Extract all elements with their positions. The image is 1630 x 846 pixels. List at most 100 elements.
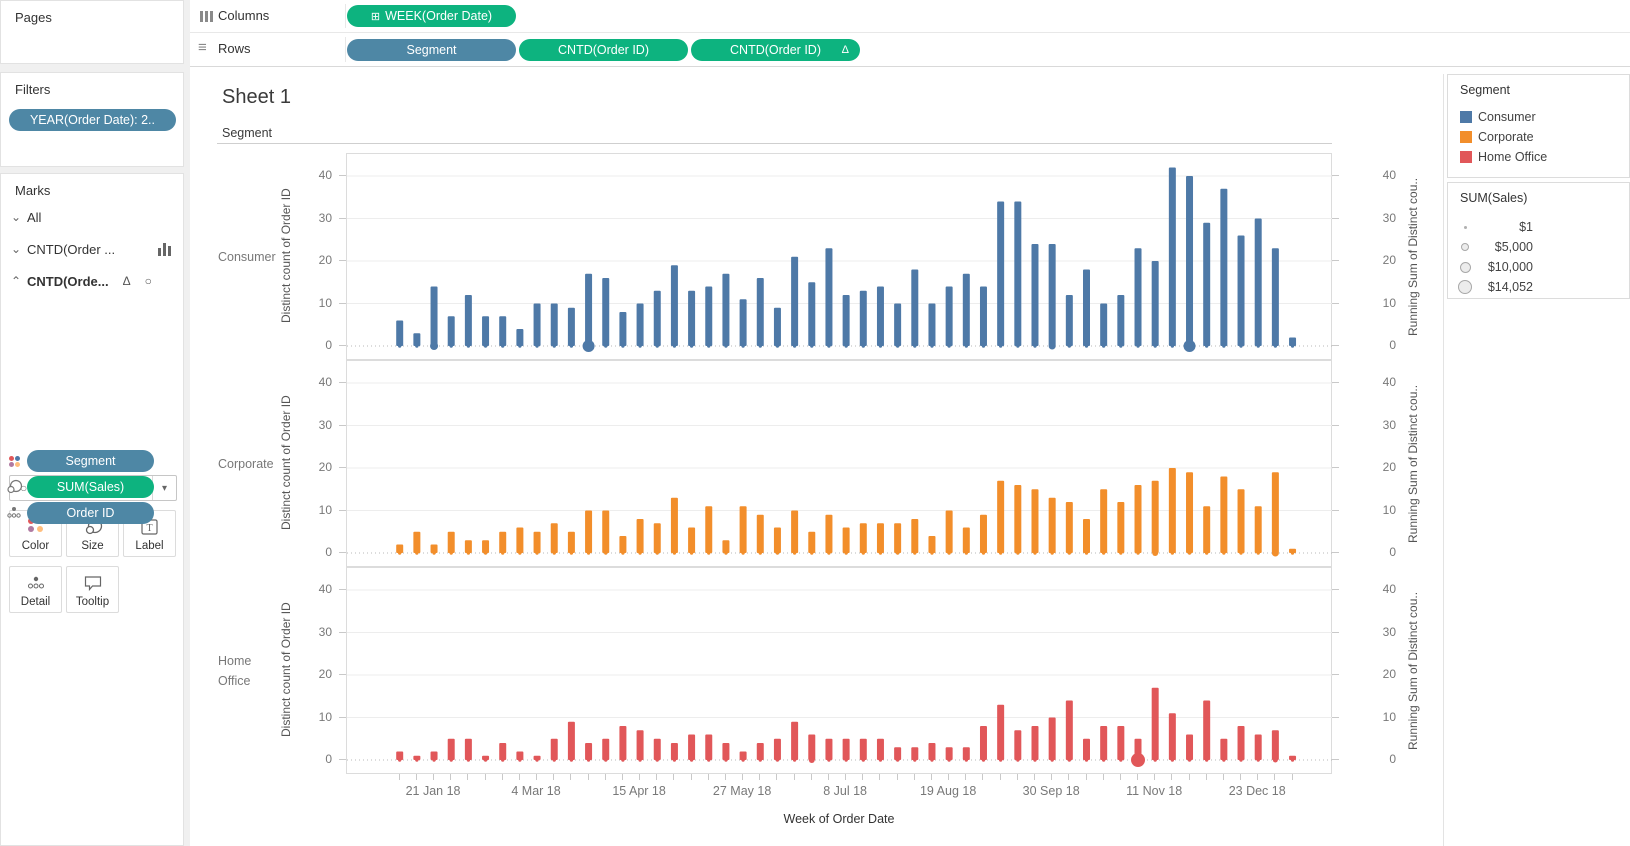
bar-mark[interactable] (567, 721, 575, 760)
circle-mark[interactable] (1204, 551, 1209, 555)
circle-mark[interactable] (638, 758, 642, 762)
bar-mark[interactable] (447, 738, 455, 760)
bar-mark[interactable] (997, 704, 1005, 760)
circle-mark[interactable] (1101, 758, 1106, 762)
chevron-down-icon[interactable]: ⌄ (11, 242, 22, 256)
row-header-home-office[interactable]: Home Office (218, 653, 252, 688)
circle-mark[interactable] (964, 551, 969, 555)
circle-mark[interactable] (878, 344, 883, 348)
bar-mark[interactable] (688, 734, 696, 761)
bar-mark[interactable] (447, 531, 455, 553)
circle-mark[interactable] (810, 551, 814, 555)
circle-mark[interactable] (1084, 344, 1089, 348)
bar-mark[interactable] (1048, 717, 1056, 761)
circle-mark[interactable] (415, 344, 419, 348)
circle-mark[interactable] (827, 344, 831, 348)
circle-mark[interactable] (535, 344, 539, 348)
bar-mark[interactable] (1220, 188, 1228, 346)
filters-shelf[interactable]: Filters YEAR(Order Date): 2.. (0, 72, 184, 167)
circle-mark[interactable] (810, 344, 814, 348)
bar-mark[interactable] (1254, 218, 1262, 347)
circle-mark[interactable] (1239, 758, 1243, 762)
bar-mark[interactable] (1220, 738, 1228, 760)
bar-mark[interactable] (876, 738, 884, 760)
bar-mark[interactable] (567, 531, 575, 553)
circle-mark[interactable] (947, 551, 951, 555)
bar-mark[interactable] (1168, 167, 1176, 347)
circle-mark[interactable] (501, 344, 505, 348)
circle-mark[interactable] (724, 758, 728, 762)
circle-mark[interactable] (398, 758, 402, 762)
bar-mark[interactable] (533, 531, 541, 553)
circle-mark[interactable] (621, 758, 625, 762)
circle-mark[interactable] (1256, 758, 1260, 762)
bar-mark[interactable] (636, 519, 644, 553)
circle-mark[interactable] (1273, 344, 1278, 348)
circle-mark[interactable] (1119, 758, 1123, 762)
bar-mark[interactable] (1220, 476, 1228, 554)
bar-mark[interactable] (1014, 201, 1022, 347)
circle-mark[interactable] (981, 551, 986, 555)
circle-mark[interactable] (827, 758, 831, 762)
bar-mark[interactable] (997, 201, 1005, 347)
bar-mark[interactable] (842, 527, 850, 554)
bar-mark[interactable] (842, 738, 850, 760)
circle-mark[interactable] (1067, 344, 1072, 348)
bar-mark[interactable] (1237, 235, 1245, 347)
circle-mark[interactable] (672, 551, 677, 555)
circle-mark[interactable] (604, 758, 608, 762)
color-legend[interactable]: Segment Consumer Corporate Home Office (1447, 74, 1630, 178)
bar-mark[interactable] (1254, 506, 1262, 553)
bar-mark[interactable] (808, 734, 816, 761)
circle-mark[interactable] (1033, 551, 1037, 555)
circle-mark[interactable] (844, 344, 848, 348)
bar-mark[interactable] (928, 303, 936, 347)
bar-mark[interactable] (1065, 502, 1073, 553)
bar-mark[interactable] (1031, 489, 1039, 553)
circle-mark[interactable] (1119, 551, 1123, 555)
bar-mark[interactable] (962, 273, 970, 346)
bar-mark[interactable] (997, 480, 1005, 553)
bar-mark[interactable] (962, 527, 970, 554)
circle-mark[interactable] (1204, 758, 1209, 762)
circle-mark[interactable] (466, 344, 471, 348)
circle-mark[interactable] (655, 758, 659, 762)
circle-mark[interactable] (1101, 551, 1106, 555)
circle-mark[interactable] (1033, 758, 1037, 762)
bar-mark[interactable] (876, 523, 884, 553)
circle-mark[interactable] (913, 551, 917, 555)
bar-mark[interactable] (773, 527, 781, 554)
circle-mark-large[interactable] (1183, 340, 1196, 352)
circle-mark[interactable] (449, 551, 453, 555)
columns-shelf[interactable]: Columns ⊞ WEEK(Order Date) (190, 0, 1630, 33)
bar-mark[interactable] (602, 510, 610, 554)
bar-mark[interactable] (482, 540, 490, 553)
bar-mark[interactable] (1134, 248, 1142, 346)
bar-mark[interactable] (585, 273, 593, 346)
bar-mark[interactable] (482, 755, 490, 760)
circle-mark[interactable] (1187, 758, 1192, 762)
circle-mark[interactable] (895, 758, 900, 762)
circle-mark[interactable] (655, 344, 659, 348)
bar-mark[interactable] (550, 738, 558, 760)
bar-mark[interactable] (1203, 222, 1211, 346)
bar-mark[interactable] (499, 316, 507, 346)
circle-mark[interactable] (930, 551, 934, 555)
bar-mark[interactable] (430, 286, 438, 347)
circle-mark[interactable] (1256, 344, 1260, 348)
circle-mark[interactable] (998, 551, 1003, 555)
bar-mark[interactable] (791, 256, 799, 346)
bar-mark[interactable] (1254, 734, 1262, 761)
circle-mark-large[interactable] (1048, 342, 1056, 350)
circle-mark[interactable] (895, 344, 900, 348)
circle-mark[interactable] (844, 551, 848, 555)
circle-mark[interactable] (998, 758, 1003, 762)
circle-mark[interactable] (1016, 758, 1020, 762)
bar-mark[interactable] (1100, 303, 1108, 347)
bar-mark[interactable] (396, 320, 404, 347)
bar-mark[interactable] (739, 506, 747, 553)
bar-mark[interactable] (842, 295, 850, 346)
bar-mark[interactable] (773, 307, 781, 346)
circle-mark[interactable] (655, 551, 659, 555)
circle-mark[interactable] (792, 758, 797, 762)
